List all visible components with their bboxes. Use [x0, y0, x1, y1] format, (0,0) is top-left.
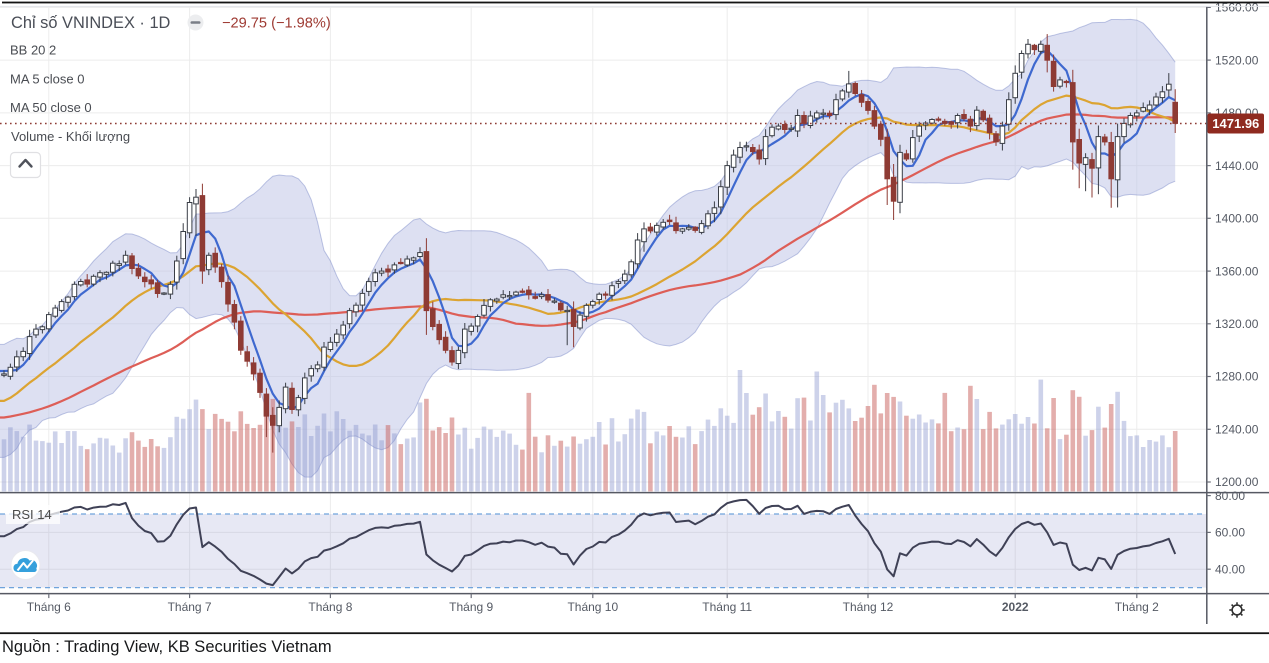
svg-text:Volume - Khối lượng: Volume - Khối lượng [11, 129, 130, 144]
svg-text:1360.00: 1360.00 [1215, 264, 1259, 278]
svg-text:Tháng 6: Tháng 6 [27, 600, 71, 614]
svg-text:1400.00: 1400.00 [1215, 212, 1259, 226]
svg-text:1280.00: 1280.00 [1215, 370, 1259, 384]
svg-text:BB 20 2: BB 20 2 [10, 43, 56, 58]
svg-text:Tháng 11: Tháng 11 [702, 600, 752, 614]
svg-text:1520.00: 1520.00 [1215, 53, 1259, 67]
svg-text:40.00: 40.00 [1215, 562, 1245, 576]
svg-text:MA 50 close 0: MA 50 close 0 [10, 100, 92, 115]
svg-text:Tháng 9: Tháng 9 [449, 600, 493, 614]
svg-text:RSI 14: RSI 14 [12, 507, 52, 522]
svg-text:Tháng 10: Tháng 10 [567, 600, 618, 614]
svg-text:Tháng 8: Tháng 8 [308, 600, 352, 614]
svg-text:MA 5 close 0: MA 5 close 0 [10, 72, 84, 87]
svg-text:60.00: 60.00 [1215, 526, 1245, 540]
svg-text:1471.96: 1471.96 [1212, 116, 1259, 131]
svg-text:80.00: 80.00 [1215, 489, 1245, 503]
svg-text:1560.00: 1560.00 [1215, 1, 1259, 15]
svg-text:1200.00: 1200.00 [1215, 475, 1259, 489]
svg-text:Chỉ số VNINDEX · 1D: Chỉ số VNINDEX · 1D [11, 14, 171, 32]
svg-text:1320.00: 1320.00 [1215, 317, 1259, 331]
svg-text:1440.00: 1440.00 [1215, 159, 1259, 173]
svg-text:Tháng 12: Tháng 12 [843, 600, 894, 614]
svg-text:−29.75 (−1.98%): −29.75 (−1.98%) [222, 16, 331, 32]
svg-text:Nguồn : Trading View, KB Secur: Nguồn : Trading View, KB Securities Viet… [2, 638, 332, 656]
svg-text:1240.00: 1240.00 [1215, 423, 1259, 437]
svg-text:2022: 2022 [1002, 600, 1029, 614]
svg-text:Tháng 2: Tháng 2 [1115, 600, 1159, 614]
svg-text:Tháng 7: Tháng 7 [168, 600, 212, 614]
